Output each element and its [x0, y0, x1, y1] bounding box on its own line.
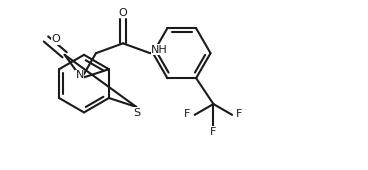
Text: O: O [51, 34, 60, 44]
Text: F: F [184, 109, 191, 119]
Text: O: O [118, 8, 127, 18]
Text: S: S [133, 108, 140, 118]
Text: F: F [236, 109, 243, 119]
Text: N: N [75, 70, 84, 80]
Text: NH: NH [151, 45, 168, 55]
Text: F: F [210, 127, 217, 137]
